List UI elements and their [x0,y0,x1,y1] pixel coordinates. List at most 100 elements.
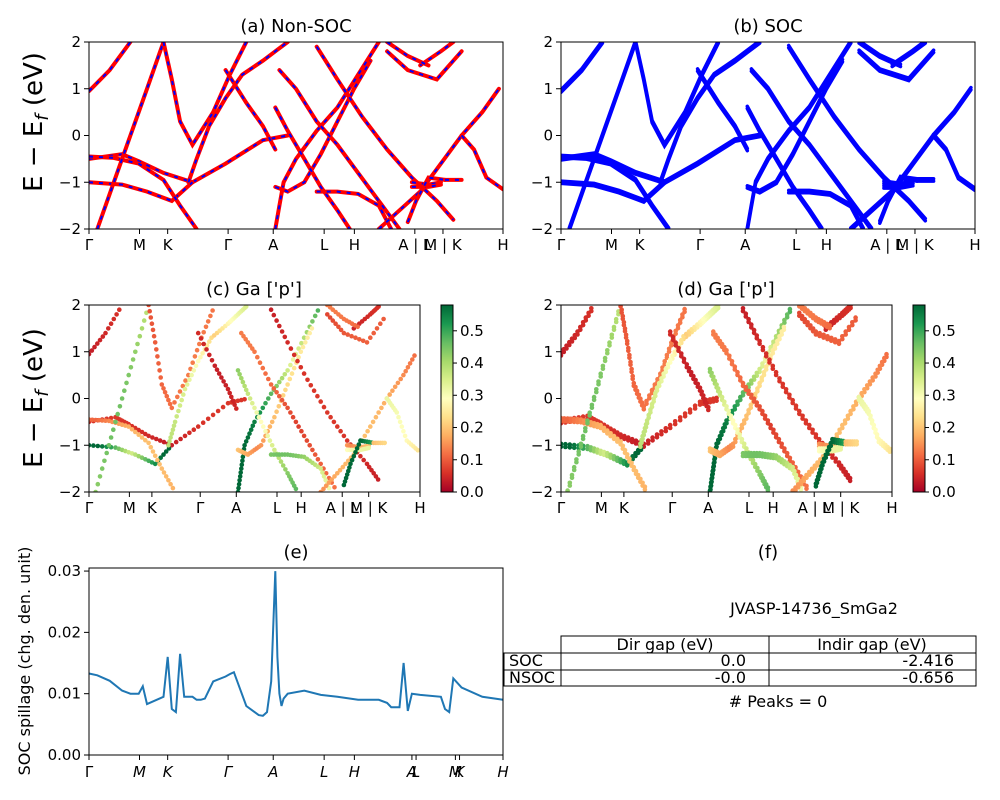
projected-point [631,380,637,386]
y-tick-label: 0.02 [48,623,81,641]
projected-point [707,366,713,372]
projected-point [837,427,842,433]
projected-point [93,489,98,492]
projected-point [563,441,568,447]
projected-point [887,446,892,452]
projected-point [851,404,856,409]
band-line [409,180,443,187]
projected-point [602,355,608,361]
projected-point [326,480,332,485]
projected-point [655,376,660,382]
projected-point [663,426,669,431]
projected-point [661,371,666,377]
band-line-dashed [378,88,500,229]
projected-point [596,379,601,384]
projected-point [609,332,615,338]
projected-point [403,368,409,374]
projected-point [875,367,880,373]
projected-point [777,334,782,339]
x-tick-label: K [163,763,174,781]
projected-point [790,460,795,465]
projected-point [172,400,177,405]
projected-point [638,441,643,447]
projected-point [401,428,406,434]
projected-point [95,481,101,487]
projected-point [375,477,381,482]
projected-point [633,438,639,444]
projected-point [247,431,252,436]
projected-point [168,481,173,487]
projected-point [151,333,157,339]
projected-point [245,391,251,397]
projected-point [364,461,370,467]
projected-point [585,418,590,423]
projected-point [243,305,249,309]
x-tick-label: H [414,499,425,517]
projected-point [825,448,830,454]
projected-point [793,403,799,409]
projected-point [280,463,286,468]
projected-point [159,466,165,471]
projected-point [337,467,343,473]
projected-point [235,368,241,373]
projected-point [813,432,819,437]
projected-point [362,433,368,439]
y-tick-label: 2 [71,296,81,314]
projected-point [714,441,719,447]
projected-point [304,438,310,443]
projected-point [679,337,684,343]
projected-point [659,376,664,381]
projected-point [296,354,301,360]
projected-point [797,408,802,414]
projected-point [687,407,693,412]
x-tick-label: Γ [557,236,566,254]
projected-point [823,452,829,458]
projected-point [216,371,222,376]
projected-point [746,388,751,394]
projected-point [341,482,347,488]
projected-point [268,307,274,313]
projected-point [154,436,159,442]
projected-point [641,429,647,435]
projected-point [644,418,650,423]
projected-point [407,361,413,366]
projected-point [169,405,175,411]
projected-point [711,464,716,470]
panel-e-ylabel: SOC spillage (chg. den. unit) [15,547,34,776]
projected-point [371,330,377,336]
projected-point [240,379,246,385]
projected-point [136,432,141,438]
y-tick-label: 2 [543,296,553,314]
projected-point [677,317,683,323]
band-line [890,42,927,66]
projected-point [139,326,145,331]
projected-point [198,354,203,360]
projected-point [90,417,95,423]
projected-point [397,419,403,425]
projected-point [307,443,313,448]
band-line [882,179,915,186]
projected-point [622,447,628,453]
x-tick-label: L [412,763,420,781]
projected-point [301,371,307,376]
projected-point [793,472,799,478]
projected-point [567,442,573,447]
projected-point [654,432,660,437]
panel-f: (f) JVASP-14736_SmGa2 Dir gap (eV) Indir… [503,542,977,711]
projected-point [200,420,206,426]
projected-point [799,313,805,319]
projected-point [701,393,706,398]
projected-point [862,387,867,392]
projected-point [751,327,757,333]
projected-point [738,394,743,400]
projected-point [298,365,304,370]
x-tick-label: M [595,499,608,517]
projected-point [263,371,268,376]
projected-point [395,380,401,386]
projected-point [814,477,820,483]
x-tick-label: M | K [424,236,463,254]
projected-point [697,385,703,391]
projected-point [210,412,216,418]
projected-point [752,461,758,467]
projected-point [562,416,567,421]
